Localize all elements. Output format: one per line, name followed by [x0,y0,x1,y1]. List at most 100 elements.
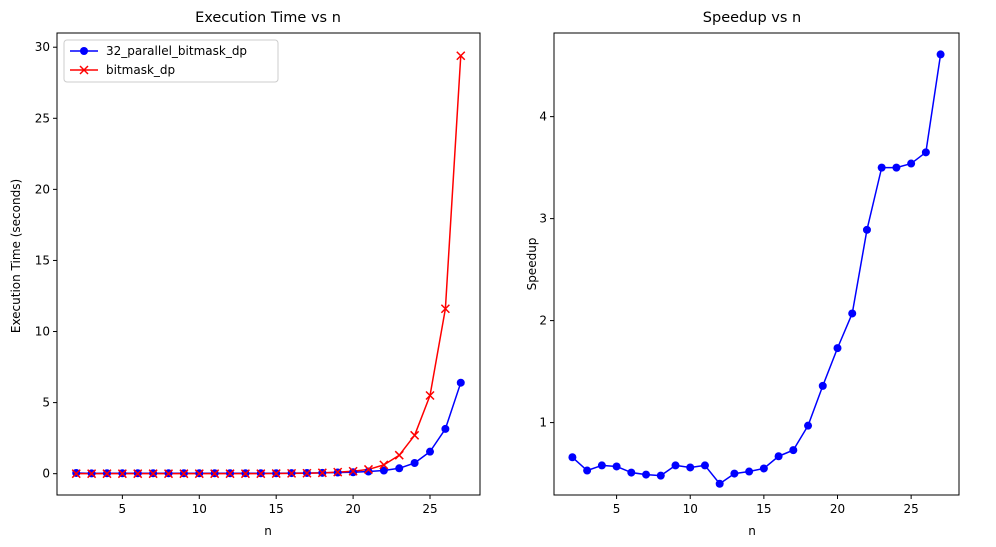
x-tick-label: 25 [903,502,918,516]
y-axis-ticks: 0 5 10 15 20 25 30 [35,40,57,481]
legend-marker-parallel [80,47,88,55]
x-axis-ticks: 5 10 15 20 25 [613,495,919,516]
y-tick-label: 20 [35,182,50,196]
data-point [686,463,695,472]
data-point [348,466,358,476]
x-tick-label: 5 [119,502,127,516]
x-tick-label: 10 [192,502,207,516]
data-point [364,467,373,476]
y-tick-label: 15 [35,253,50,267]
data-point [700,461,709,470]
data-point [317,468,327,478]
data-point [789,446,798,455]
x-tick-label: 20 [830,502,845,516]
execution-time-chart: Execution Time vs n n Execution Time (se… [9,10,481,538]
data-point [302,468,312,478]
data-point [410,430,420,440]
y-tick-label: 2 [539,314,547,328]
plot-area-frame [553,32,960,496]
y-tick-label: 0 [42,467,50,481]
data-point [410,459,419,468]
data-point [818,381,827,390]
data-point [287,468,297,478]
series-markers [71,51,466,479]
data-point [892,163,901,172]
data-point [333,467,343,477]
data-point [862,225,871,234]
y-tick-label: 4 [539,110,547,124]
data-point [426,447,435,456]
legend-box [63,39,279,83]
legend-label-bitmask: bitmask_dp [106,63,175,77]
data-point [441,424,450,433]
data-point [583,466,592,475]
data-point [671,461,680,470]
x-axis-label: n [748,524,756,538]
y-axis-ticks: 1 2 3 4 [539,110,554,430]
data-point [225,469,235,479]
data-point [456,378,465,387]
speedup-chart: Speedup vs n n Speedup 1 2 3 4 5 10 15 20 25 [525,10,960,538]
data-point [440,304,450,314]
y-tick-label: 10 [35,325,50,339]
data-point [148,469,158,479]
x-tick-label: 15 [756,502,771,516]
data-point [745,467,754,476]
data-point [612,462,621,471]
y-axis-label: Speedup [525,238,539,291]
data-point [271,469,281,479]
data-point [240,469,250,479]
data-point [379,460,389,470]
data-point [804,421,813,430]
x-tick-label: 5 [613,502,621,516]
data-point [774,452,783,461]
data-point [848,309,857,318]
data-point [87,469,97,479]
plot-area-frame [56,32,481,496]
data-point [256,469,266,479]
data-point [133,469,143,479]
data-point [395,464,404,473]
legend-label-parallel: 32_parallel_bitmask_dp [106,44,247,58]
data-point [936,50,945,59]
data-point [907,159,916,168]
data-point [921,148,930,157]
y-axis-label: Execution Time (seconds) [9,179,23,333]
x-tick-label: 20 [345,502,360,516]
y-tick-label: 3 [539,212,547,226]
data-point [179,469,189,479]
legend-marker-bitmask [79,65,89,75]
y-tick-label: 30 [35,40,50,54]
data-point [877,163,886,172]
data-point [456,51,466,61]
x-axis-label: n [264,524,272,538]
chart-title: Speedup vs n [703,10,801,26]
data-point [425,390,435,401]
data-point [715,479,724,488]
x-tick-label: 15 [269,502,284,516]
data-point [163,469,174,479]
x-axis-ticks: 5 10 15 20 25 [119,495,438,516]
data-point [656,471,665,480]
series-markers [568,50,945,488]
data-point [194,469,204,479]
data-point [730,469,739,478]
data-point [597,461,606,470]
data-point [363,464,374,474]
data-point [642,470,651,479]
y-tick-label: 25 [35,111,50,125]
x-tick-label: 25 [422,502,437,516]
data-point [117,469,127,479]
y-tick-label: 1 [539,416,547,430]
data-point [379,466,388,475]
y-tick-label: 5 [42,396,50,410]
legend: 32_parallel_bitmask_dp bitmask_dp [63,39,279,83]
data-point [71,469,81,479]
data-point [210,469,220,479]
data-point [568,453,577,462]
data-point [627,468,636,477]
data-point [833,344,842,353]
data-point [759,464,768,473]
